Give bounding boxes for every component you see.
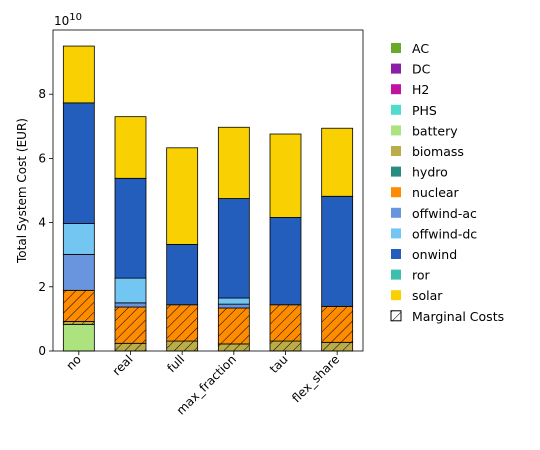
x-tick-label-full: full (164, 352, 187, 375)
x-tick-label-tau: tau (267, 352, 291, 376)
legend-label-onwind: onwind (412, 247, 457, 262)
legend-label-AC: AC (412, 41, 429, 56)
legend-label-DC: DC (412, 62, 431, 77)
bar-hatch-biomass-max_fraction (218, 343, 250, 351)
bar-hatch-biomass-no (63, 321, 95, 325)
bar-segment-onwind-flex_share (321, 195, 354, 307)
legend-swatch-marginal-costs-hatch (391, 310, 401, 321)
legend-label-marginal-costs: Marginal Costs (412, 309, 504, 324)
bar-segment-onwind-full (166, 244, 199, 306)
y-tick-label: 8 (38, 87, 46, 101)
bar-hatch-nuclear-tau (270, 304, 301, 342)
legend-swatch-ror (391, 269, 401, 280)
bar-segment-battery-no (62, 323, 95, 352)
legend-label-hydro: hydro (412, 165, 448, 180)
x-tick-label-real: real (110, 352, 136, 378)
bar-segment-solar-no (62, 45, 95, 104)
legend-swatch-offwind-dc (391, 228, 401, 239)
bar-hatch-nuclear-real (115, 307, 146, 344)
bar-hatch-biomass-full (166, 341, 198, 351)
bar-hatch-nuclear-no (63, 290, 95, 322)
bar-hatch-nuclear-full (166, 304, 198, 342)
legend-swatch-onwind (391, 249, 401, 259)
axes-frame (52, 29, 364, 352)
bar-segment-onwind-no (62, 102, 95, 224)
legend-label-battery: battery (412, 123, 458, 138)
bar-segment-offwind-dc-real (114, 277, 147, 304)
legend-label-nuclear: nuclear (412, 185, 460, 200)
bar-segment-offwind-ac-max_fraction (217, 303, 250, 309)
bar-hatch-nuclear-max_fraction (218, 307, 250, 344)
y-tick-label: 2 (38, 280, 46, 294)
bar-hatch-biomass-real (115, 343, 146, 351)
legend-label-biomass: biomass (412, 144, 464, 159)
legend-label-H2: H2 (412, 82, 429, 97)
legend-label-ror: ror (412, 268, 431, 283)
legend-swatch-offwind-ac (391, 207, 401, 218)
legend-label-PHS: PHS (412, 103, 437, 118)
y-axis-label: Total System Cost (EUR) (15, 118, 29, 264)
bar-segment-onwind-max_fraction (217, 198, 250, 299)
legend-swatch-AC (391, 43, 401, 53)
bar-segment-solar-max_fraction (217, 126, 250, 199)
legend-swatch-solar (391, 290, 401, 301)
legend-swatch-hydro (391, 166, 401, 177)
y-tick-label: 0 (38, 344, 46, 358)
bar-segment-solar-flex_share (321, 127, 354, 197)
plot-area (62, 45, 354, 352)
x-tick-label-no: no (63, 352, 83, 372)
legend-label-offwind-ac: offwind-ac (412, 206, 477, 221)
bar-segment-offwind-dc-max_fraction (217, 297, 250, 305)
y-tick-label: 4 (38, 216, 46, 230)
bar-hatch-biomass-flex_share (321, 342, 353, 351)
legend-label-offwind-dc: offwind-dc (412, 226, 477, 241)
legend: AC DC H2 PHS battery biomass hydro nuclear offwi… (390, 41, 504, 324)
y-multiplier: 1010 (54, 12, 82, 28)
bar-segment-solar-full (166, 147, 199, 245)
legend-swatch-PHS (391, 104, 401, 115)
legend-swatch-biomass (391, 146, 401, 156)
y-tick-label: 6 (38, 151, 46, 165)
bar-hatch-biomass-tau (270, 341, 301, 351)
bar-segment-onwind-real (114, 177, 147, 279)
bar-segment-solar-real (114, 116, 147, 179)
bar-segment-offwind-ac-no (62, 253, 95, 291)
legend-swatch-battery (391, 125, 401, 136)
bar-hatch-nuclear-flex_share (321, 306, 353, 343)
bar-segment-offwind-dc-no (62, 223, 95, 255)
bar-segment-solar-tau (269, 133, 302, 218)
legend-swatch-nuclear (391, 187, 401, 198)
bar-segment-offwind-ac-real (114, 302, 147, 308)
legend-swatch-H2 (391, 84, 401, 95)
legend-swatch-DC (391, 63, 401, 74)
legend-label-solar: solar (412, 288, 443, 303)
x-tick-label-flex_share: flex_share (289, 352, 342, 405)
bar-segment-onwind-tau (269, 217, 302, 306)
